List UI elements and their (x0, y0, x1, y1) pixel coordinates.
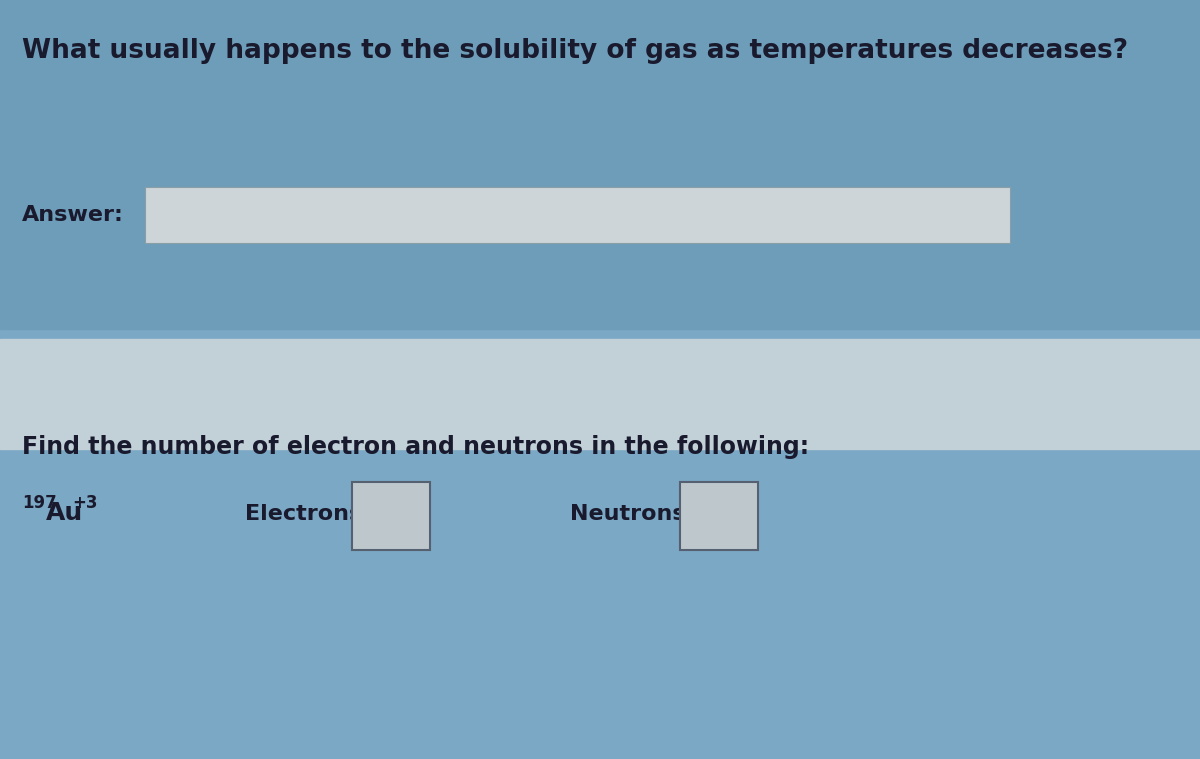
Text: Au: Au (46, 501, 83, 525)
Bar (0, 0, 1200, 329)
Text: Answer:: Answer: (22, 205, 124, 225)
Text: Neutrons: Neutrons (570, 504, 685, 524)
FancyBboxPatch shape (145, 187, 1010, 243)
FancyBboxPatch shape (680, 482, 758, 550)
FancyBboxPatch shape (352, 482, 430, 550)
Bar (0, 339, 1200, 449)
Text: Electrons: Electrons (245, 504, 362, 524)
Text: What usually happens to the solubility of gas as temperatures decreases?: What usually happens to the solubility o… (22, 38, 1128, 64)
Text: Find the number of electron and neutrons in the following:: Find the number of electron and neutrons… (22, 435, 809, 459)
Text: 197: 197 (22, 494, 56, 512)
Text: +3: +3 (72, 494, 97, 512)
